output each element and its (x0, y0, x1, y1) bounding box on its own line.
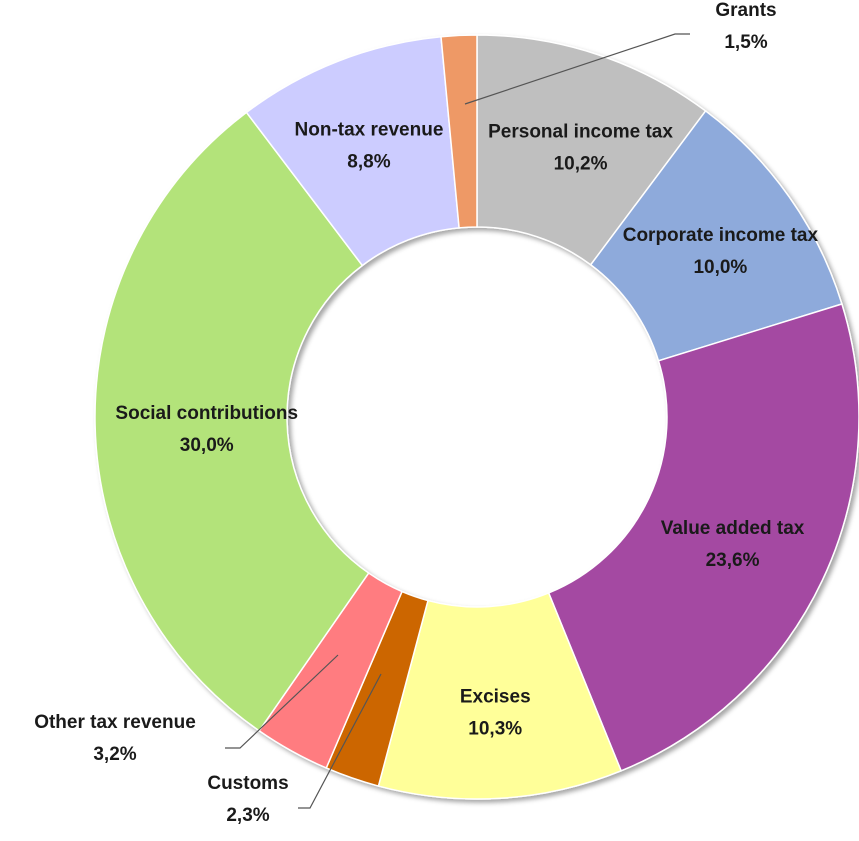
label-value-added-tax: Value added tax (661, 518, 805, 539)
label-personal-income-tax: Personal income tax (488, 121, 673, 142)
value-label-grants: 1,5% (724, 32, 767, 53)
leader-line-customs (298, 673, 382, 809)
slice-grants (440, 34, 478, 229)
label-corporate-income-tax: Corporate income tax (623, 225, 819, 246)
slice-value-added-tax (547, 303, 859, 772)
value-label-personal-income-tax: 10,2% (554, 153, 608, 174)
leader-lines (225, 33, 690, 809)
value-label-corporate-income-tax: 10,0% (693, 257, 747, 278)
label-non-tax-revenue: Non-tax revenue (295, 119, 444, 140)
slice-personal-income-tax (476, 34, 707, 266)
label-customs: Customs (207, 773, 288, 794)
slice-social-contributions (94, 111, 370, 732)
slice-excises (377, 591, 623, 800)
leader-line-other-tax-revenue (225, 654, 339, 749)
value-label-other-tax-revenue: 3,2% (93, 744, 136, 765)
leader-line-grants (464, 33, 690, 105)
label-excises: Excises (460, 687, 531, 708)
value-label-non-tax-revenue: 8,8% (347, 151, 390, 172)
label-social-contributions: Social contributions (115, 403, 298, 424)
data-labels: Personal income tax 10,2% Corporate income… (34, 0, 818, 826)
value-label-customs: 2,3% (226, 805, 269, 826)
label-grants: Grants (715, 0, 776, 21)
value-label-excises: 10,3% (468, 719, 522, 740)
value-label-social-contributions: 30,0% (180, 435, 234, 456)
value-label-value-added-tax: 23,6% (706, 550, 760, 571)
donut-slices (94, 34, 859, 800)
label-other-tax-revenue: Other tax revenue (34, 712, 196, 733)
